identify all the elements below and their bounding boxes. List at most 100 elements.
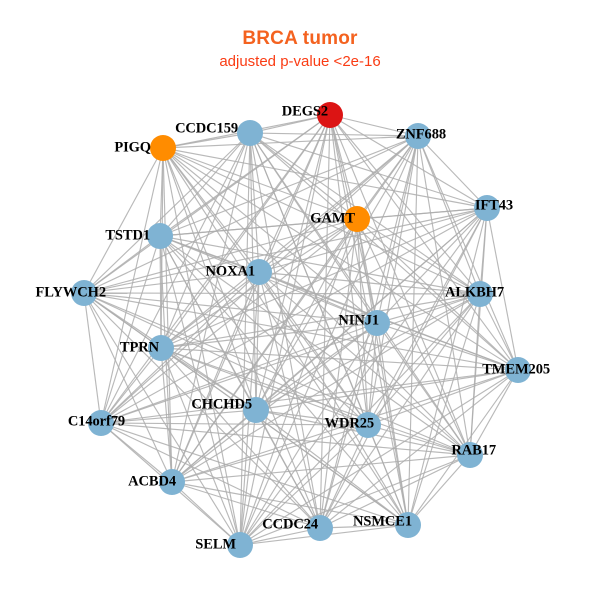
edge-line bbox=[160, 347, 241, 546]
graph-node-tprn[interactable] bbox=[148, 335, 174, 361]
edges-group bbox=[83, 114, 519, 546]
edge-line bbox=[417, 135, 481, 295]
edge-line bbox=[367, 322, 378, 426]
edge-line bbox=[160, 347, 321, 529]
edge-line bbox=[479, 293, 519, 371]
edge-line bbox=[159, 235, 409, 526]
edge-line bbox=[160, 293, 481, 349]
graph-node-selm[interactable] bbox=[227, 532, 253, 558]
edge-line bbox=[407, 207, 488, 526]
edge-line bbox=[239, 454, 471, 546]
edge-line bbox=[239, 114, 331, 546]
graph-node-ccdc24[interactable] bbox=[307, 515, 333, 541]
graph-node-chchd5[interactable] bbox=[243, 397, 269, 423]
edge-line bbox=[329, 114, 471, 456]
edge-line bbox=[469, 369, 519, 456]
edge-line bbox=[319, 207, 488, 529]
edge-line bbox=[171, 293, 481, 483]
edge-line bbox=[376, 322, 409, 526]
edge-line bbox=[159, 235, 481, 295]
edge-line bbox=[83, 292, 241, 546]
edge-line bbox=[162, 147, 173, 483]
graph-node-flywch2[interactable] bbox=[71, 280, 97, 306]
graph-node-nsmce1[interactable] bbox=[395, 512, 421, 538]
graph-node-ninj1[interactable] bbox=[364, 310, 390, 336]
edge-line bbox=[258, 135, 419, 273]
edge-line bbox=[255, 322, 378, 411]
edge-line bbox=[171, 218, 358, 483]
edge-line bbox=[376, 207, 488, 324]
edge-line bbox=[258, 271, 369, 426]
edge-line bbox=[255, 218, 358, 411]
edge-line bbox=[407, 454, 471, 526]
edge-line bbox=[417, 135, 519, 371]
edge-line bbox=[171, 114, 331, 483]
edge-line bbox=[417, 135, 488, 209]
edge-line bbox=[171, 481, 241, 546]
edge-line bbox=[319, 322, 378, 529]
graph-node-ift43[interactable] bbox=[474, 195, 500, 221]
edge-line bbox=[159, 132, 251, 237]
edge-line bbox=[83, 292, 378, 324]
graph-node-tstd1[interactable] bbox=[147, 223, 173, 249]
edge-line bbox=[100, 132, 251, 424]
edge-line bbox=[100, 322, 378, 424]
edge-line bbox=[83, 292, 173, 483]
edge-line bbox=[83, 114, 331, 294]
edge-line bbox=[319, 293, 481, 529]
edge-line bbox=[376, 135, 419, 324]
graph-node-wdr25[interactable] bbox=[355, 412, 381, 438]
edge-line bbox=[160, 347, 257, 411]
edge-line bbox=[249, 132, 260, 273]
edge-line bbox=[329, 114, 419, 137]
graph-node-tmem205[interactable] bbox=[505, 357, 531, 383]
graph-node-gamt[interactable] bbox=[344, 206, 370, 232]
graph-node-c14orf79[interactable] bbox=[88, 410, 114, 436]
edge-line bbox=[83, 235, 161, 294]
edge-line bbox=[329, 114, 481, 295]
edge-line bbox=[162, 135, 419, 149]
edge-line bbox=[83, 147, 164, 294]
edge-line bbox=[100, 271, 260, 424]
edge-line bbox=[159, 235, 241, 546]
graph-node-acbd4[interactable] bbox=[159, 469, 185, 495]
edge-line bbox=[171, 369, 519, 483]
graph-node-rab17[interactable] bbox=[457, 442, 483, 468]
edge-line bbox=[160, 271, 260, 349]
edge-line bbox=[171, 454, 471, 483]
edge-line bbox=[258, 271, 321, 529]
edge-line bbox=[100, 369, 519, 424]
edge-line bbox=[83, 135, 419, 294]
graph-node-alkbh7[interactable] bbox=[467, 281, 493, 307]
graph-node-znf688[interactable] bbox=[405, 123, 431, 149]
edge-line bbox=[83, 292, 481, 295]
graph-node-ccdc159[interactable] bbox=[237, 120, 263, 146]
edge-line bbox=[100, 235, 161, 424]
edge-line bbox=[356, 218, 519, 371]
edge-line bbox=[83, 292, 102, 424]
graph-node-degs2[interactable] bbox=[317, 102, 343, 128]
edge-line bbox=[239, 527, 321, 546]
edge-line bbox=[329, 114, 488, 209]
edge-line bbox=[376, 322, 471, 456]
edge-line bbox=[162, 147, 488, 209]
graph-node-noxa1[interactable] bbox=[246, 259, 272, 285]
edge-line bbox=[100, 207, 488, 424]
edge-line bbox=[407, 293, 481, 526]
edge-line bbox=[319, 369, 519, 529]
edge-line bbox=[171, 409, 257, 483]
edge-line bbox=[319, 524, 409, 529]
edge-line bbox=[249, 114, 331, 134]
edge-line bbox=[486, 207, 519, 371]
edge-line bbox=[255, 409, 321, 529]
edge-line bbox=[162, 147, 257, 411]
graph-node-pigq[interactable] bbox=[150, 135, 176, 161]
edge-line bbox=[100, 409, 257, 424]
edge-line bbox=[100, 347, 162, 424]
edge-line bbox=[171, 481, 409, 526]
edge-line bbox=[100, 147, 164, 424]
edge-line bbox=[255, 271, 260, 411]
edge-line bbox=[367, 424, 471, 456]
